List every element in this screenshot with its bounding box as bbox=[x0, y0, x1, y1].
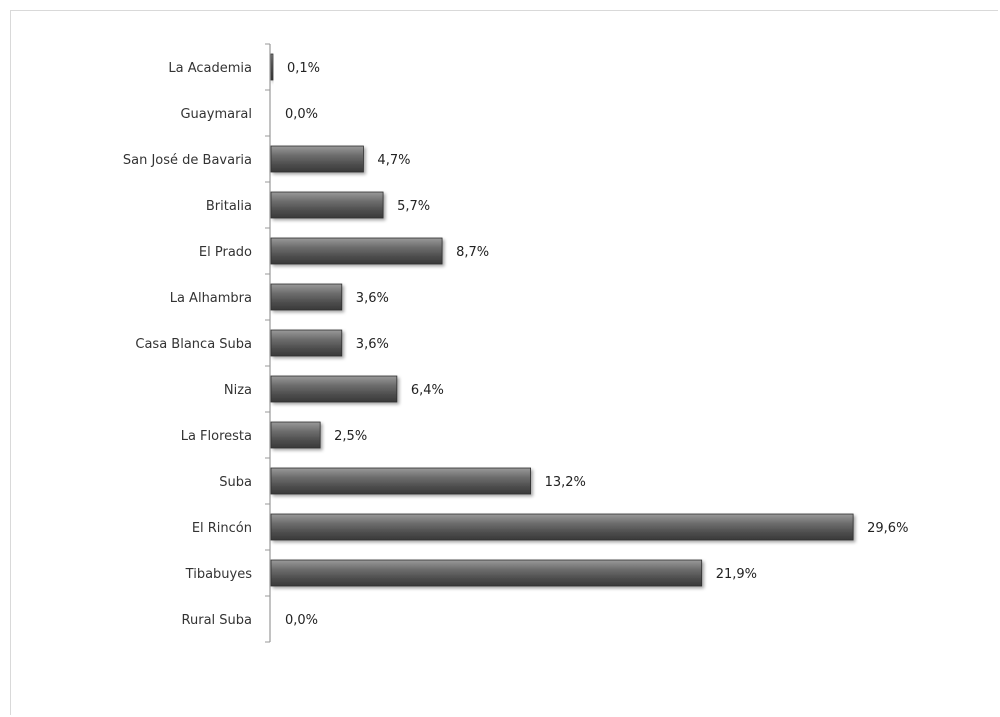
data-label: 5,7% bbox=[397, 199, 430, 214]
data-label: 4,7% bbox=[377, 153, 410, 168]
category-label: Britalia bbox=[206, 199, 252, 214]
bar bbox=[270, 559, 703, 587]
data-label: 8,7% bbox=[456, 245, 489, 260]
data-label: 0,0% bbox=[285, 613, 318, 628]
data-label: 6,4% bbox=[411, 383, 444, 398]
category-label: La Floresta bbox=[181, 429, 252, 444]
labels: La Academia 0,1% Guaymaral 0,0% San José de … bbox=[123, 61, 909, 628]
category-label: La Alhambra bbox=[170, 291, 252, 306]
data-label: 0,0% bbox=[285, 107, 318, 122]
category-label: Niza bbox=[224, 383, 252, 398]
category-label: El Prado bbox=[199, 245, 252, 260]
bar bbox=[270, 283, 343, 311]
bar bbox=[270, 513, 854, 541]
bar bbox=[270, 467, 532, 495]
data-label: 13,2% bbox=[545, 475, 586, 490]
bar bbox=[270, 145, 364, 173]
bar bbox=[270, 375, 398, 403]
bar bbox=[270, 237, 443, 265]
bar bbox=[270, 191, 384, 219]
category-label: Casa Blanca Suba bbox=[135, 337, 252, 352]
category-label: Tibabuyes bbox=[185, 567, 253, 582]
bars bbox=[270, 53, 854, 587]
chart-frame bbox=[10, 10, 998, 715]
data-label: 21,9% bbox=[716, 567, 757, 582]
data-label: 2,5% bbox=[334, 429, 367, 444]
bar bbox=[270, 329, 343, 357]
data-label: 3,6% bbox=[356, 291, 389, 306]
data-label: 3,6% bbox=[356, 337, 389, 352]
category-label: Guaymaral bbox=[180, 107, 252, 122]
category-label: Suba bbox=[219, 475, 252, 490]
category-label: El Rincón bbox=[192, 521, 252, 536]
category-label: Rural Suba bbox=[182, 613, 252, 628]
data-label: 0,1% bbox=[287, 61, 320, 76]
category-label: La Academia bbox=[168, 61, 252, 76]
bar bbox=[270, 53, 274, 81]
bar bbox=[270, 421, 321, 449]
data-label: 29,6% bbox=[867, 521, 908, 536]
category-axis bbox=[265, 43, 271, 643]
category-label: San José de Bavaria bbox=[123, 153, 252, 168]
